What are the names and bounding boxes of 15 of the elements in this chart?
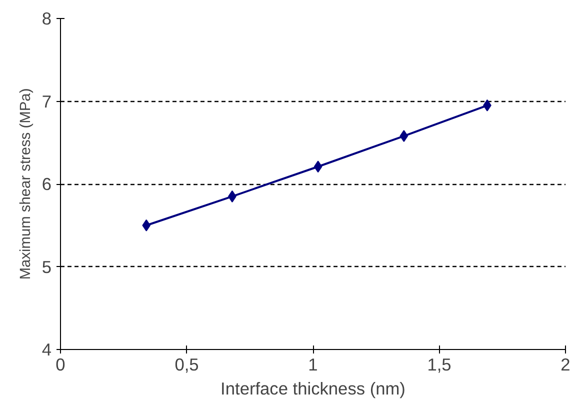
x-tick-label: 0 [56, 354, 66, 374]
point [314, 160, 322, 173]
x-tick-label: 2 [560, 354, 570, 374]
y-tick-label: 8 [42, 8, 52, 28]
y-tick-label: 4 [42, 340, 52, 360]
y-tick-label: 5 [42, 256, 52, 277]
y-tick-label: 6 [42, 174, 52, 194]
x-tick-label: 0,5 [174, 354, 199, 374]
y-axis-title: Maximum shear stress (MPa) [18, 88, 34, 280]
point [400, 130, 408, 142]
x-tick-label: 1,5 [427, 354, 452, 374]
y-tick-label: 7 [42, 91, 52, 112]
point [142, 219, 151, 232]
x-tick-label: 1 [308, 354, 318, 374]
x-axis-title: Interface thickness (nm) [220, 378, 406, 398]
